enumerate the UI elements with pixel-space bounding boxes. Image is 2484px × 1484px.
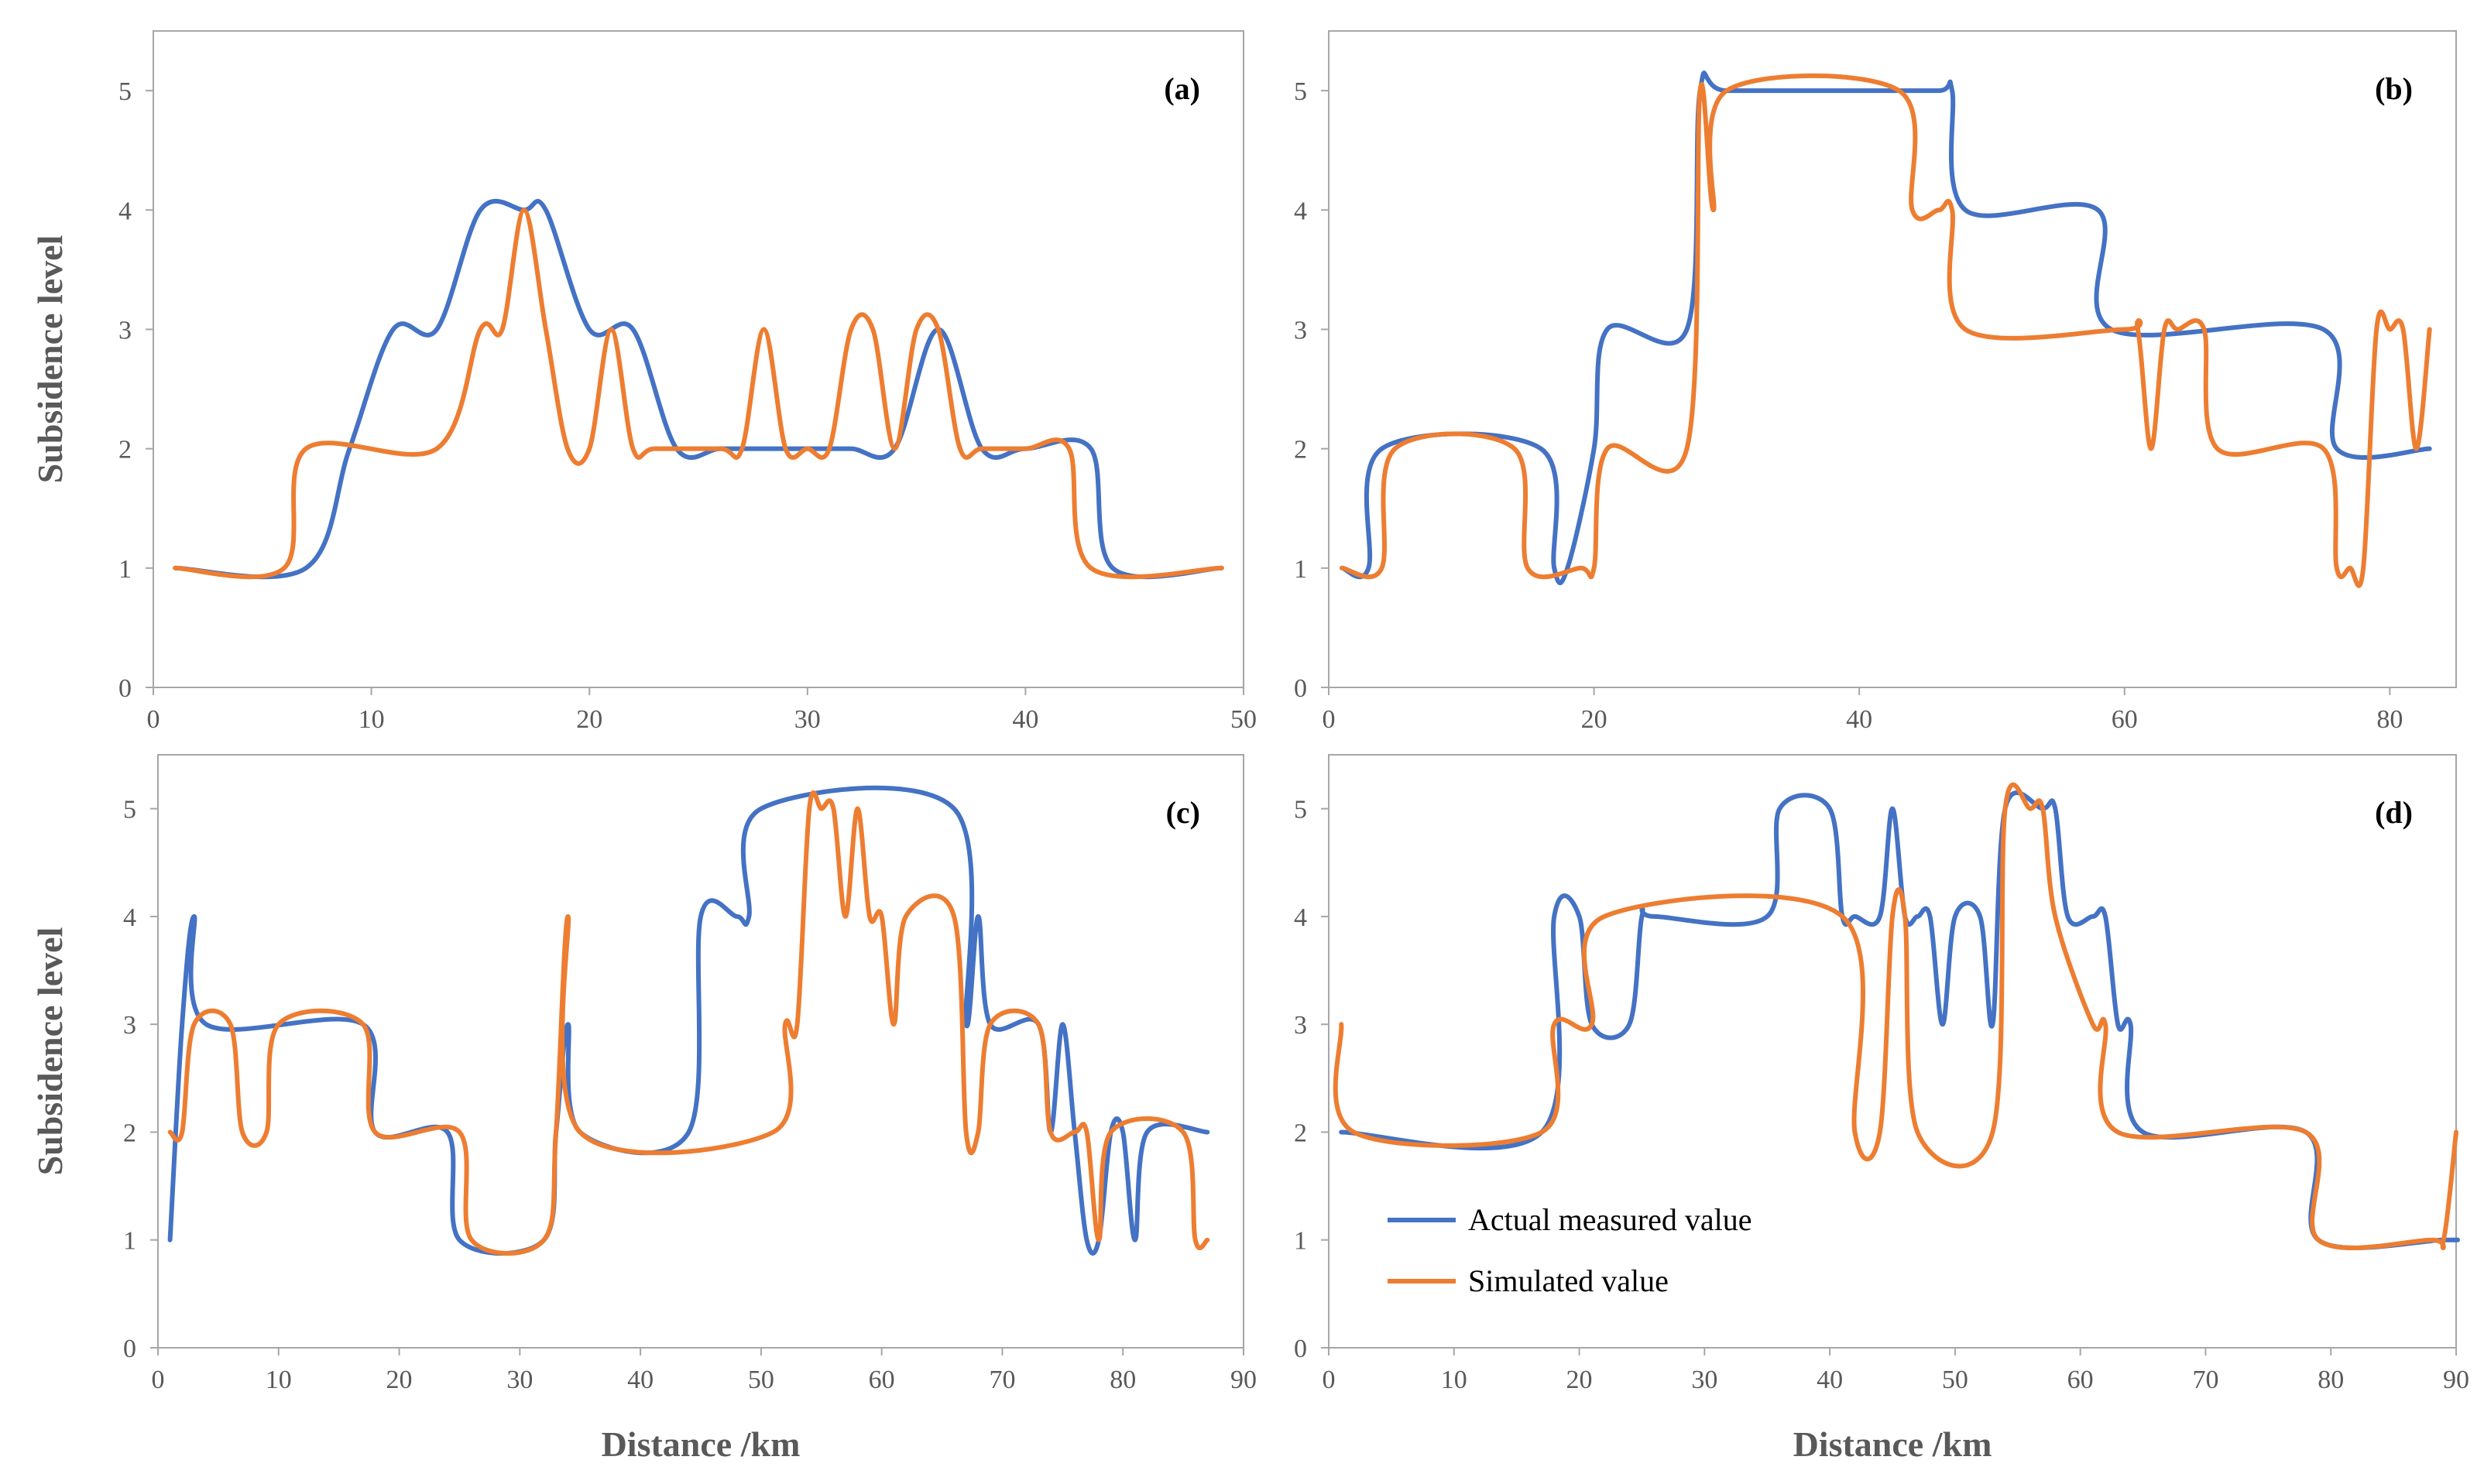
series-line-actual — [1339, 790, 2461, 1250]
x-tick-label: 10 — [266, 1366, 292, 1394]
x-tick-label: 40 — [627, 1366, 654, 1394]
x-tick-label: 30 — [1691, 1366, 1717, 1394]
plot-frame — [153, 30, 1244, 688]
y-tick-label: 3 — [1294, 1011, 1307, 1040]
x-tick-label: 50 — [1230, 705, 1257, 734]
y-tick-label: 4 — [1294, 903, 1307, 932]
series-line-simulated — [1333, 782, 2458, 1251]
y-tick-label: 4 — [1294, 197, 1307, 225]
legend-label-actual: Actual measured value — [1468, 1202, 1752, 1237]
plot-frame — [1328, 754, 2457, 1349]
plot-frame — [1328, 30, 2457, 688]
x-tick-label: 60 — [2112, 705, 2138, 734]
x-tick-label: 80 — [2376, 705, 2403, 734]
y-tick-label: 5 — [118, 77, 132, 106]
y-tick-label: 2 — [123, 1119, 136, 1147]
series-line-simulated — [1340, 73, 2432, 588]
panel-label: (d) — [2375, 795, 2413, 830]
x-tick-label: 0 — [1323, 1366, 1336, 1394]
x-tick-label: 70 — [2192, 1366, 2218, 1394]
series-line-actual — [173, 198, 1224, 580]
series-line-simulated — [167, 790, 1210, 1256]
x-tick-label: 50 — [1942, 1366, 1968, 1394]
x-axis-title: Distance /km — [1793, 1424, 1992, 1464]
y-tick-label: 1 — [1294, 1227, 1307, 1256]
panel-label: (c) — [1166, 795, 1200, 830]
x-tick-label: 60 — [2067, 1366, 2094, 1394]
y-tick-label: 1 — [118, 555, 132, 584]
x-tick-label: 70 — [989, 1366, 1015, 1394]
y-tick-label: 5 — [1294, 796, 1307, 824]
x-tick-label: 20 — [386, 1366, 413, 1394]
series-line-actual — [1340, 70, 2432, 586]
y-tick-label: 3 — [1294, 316, 1307, 344]
y-tick-label: 3 — [118, 316, 132, 344]
x-tick-label: 10 — [359, 705, 385, 734]
x-tick-label: 40 — [1817, 1366, 1843, 1394]
x-tick-label: 80 — [2318, 1366, 2344, 1394]
series-line-simulated — [173, 207, 1224, 580]
y-tick-label: 0 — [123, 1335, 136, 1363]
y-axis-title: Subsidence level — [30, 927, 70, 1176]
x-tick-label: 80 — [1110, 1366, 1136, 1394]
y-tick-label: 3 — [123, 1011, 136, 1040]
x-tick-label: 40 — [1846, 705, 1872, 734]
y-axis-title: Subsidence level — [30, 235, 70, 484]
x-tick-label: 20 — [1581, 705, 1607, 734]
x-tick-label: 90 — [2443, 1366, 2469, 1394]
x-tick-label: 20 — [1566, 1366, 1593, 1394]
x-tick-label: 0 — [1323, 705, 1336, 734]
plot-frame — [157, 754, 1244, 1349]
x-axis-title: Distance /km — [602, 1424, 801, 1464]
y-tick-label: 5 — [123, 796, 136, 824]
x-tick-label: 60 — [869, 1366, 895, 1394]
panel-label: (a) — [1164, 71, 1200, 106]
chart-panel-b: 0 1 2 3 4 5 0 20 40 60 80 (b) — [1294, 30, 2457, 734]
y-tick-label: 0 — [118, 674, 132, 703]
y-tick-label: 0 — [1294, 674, 1307, 703]
x-tick-label: 20 — [576, 705, 602, 734]
series-line-actual — [167, 785, 1210, 1256]
x-tick-label: 30 — [794, 705, 821, 734]
y-tick-label: 1 — [1294, 555, 1307, 584]
legend-label-simulated: Simulated value — [1468, 1263, 1669, 1298]
x-tick-label: 90 — [1230, 1366, 1257, 1394]
legend: Actual measured value Simulated value — [1388, 1202, 1752, 1298]
x-tick-label: 50 — [748, 1366, 774, 1394]
x-tick-label: 30 — [506, 1366, 533, 1394]
x-tick-label: 0 — [147, 705, 160, 734]
y-tick-label: 2 — [1294, 436, 1307, 464]
panel-label: (b) — [2375, 71, 2413, 106]
y-tick-label: 5 — [1294, 77, 1307, 106]
y-tick-label: 2 — [118, 436, 132, 464]
y-tick-label: 0 — [1294, 1335, 1307, 1363]
y-tick-label: 4 — [123, 903, 136, 932]
y-tick-label: 2 — [1294, 1119, 1307, 1147]
y-tick-label: 4 — [118, 197, 132, 225]
x-tick-label: 40 — [1012, 705, 1038, 734]
y-tick-label: 1 — [123, 1227, 136, 1256]
x-tick-label: 0 — [152, 1366, 165, 1394]
x-tick-label: 10 — [1441, 1366, 1467, 1394]
